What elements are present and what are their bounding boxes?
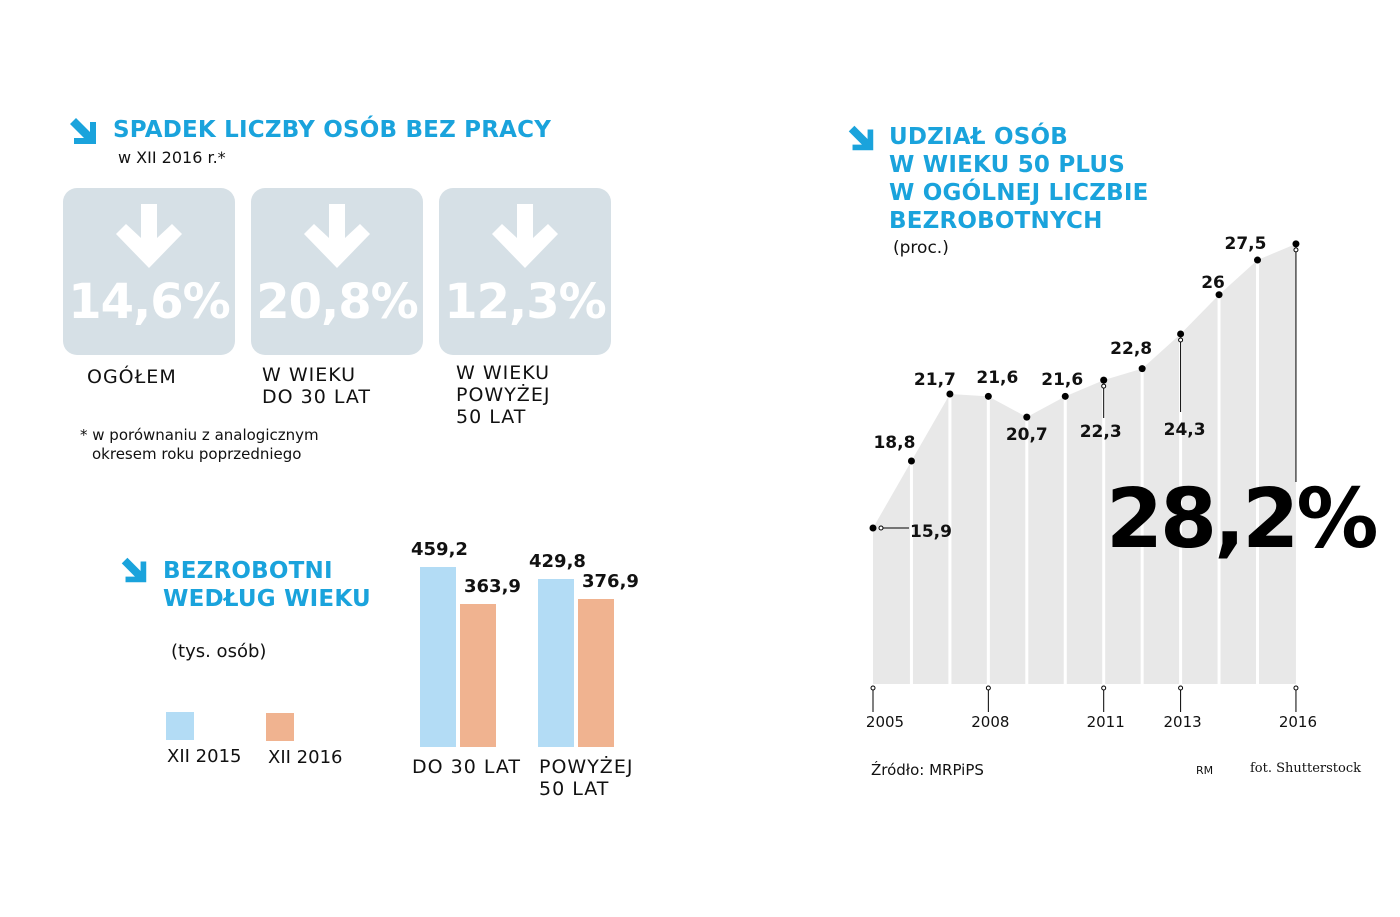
legend-label-2015: XII 2015 xyxy=(167,746,242,767)
data-point xyxy=(1254,256,1261,264)
bar-value-label: 429,8 xyxy=(529,550,586,572)
data-point xyxy=(1215,291,1223,299)
section3-title-line4: BEZROBOTNYCH xyxy=(889,208,1103,234)
initials-label: RM xyxy=(1196,764,1214,777)
data-point xyxy=(1292,240,1300,248)
blue-arrow-icon xyxy=(70,118,96,144)
photo-credit: fot. Shutterstock xyxy=(1250,761,1362,776)
data-point xyxy=(1100,376,1108,384)
year-tick-dot xyxy=(985,685,991,691)
stat-card-total: 14,6% xyxy=(63,188,235,355)
section2-unit: (tys. osób) xyxy=(171,641,267,662)
point-value-label: 18,8 xyxy=(873,433,916,453)
stat-card-under30: 20,8% xyxy=(251,188,423,355)
point-value-label: 21,7 xyxy=(913,370,956,390)
blue-arrow-icon xyxy=(121,557,147,583)
data-point xyxy=(869,524,877,532)
bar-over50-2016 xyxy=(578,599,614,747)
point-value-label: 27,5 xyxy=(1224,234,1267,254)
leader-dot xyxy=(878,525,884,531)
card-caption-under30: W WIEKU DO 30 LAT xyxy=(262,364,371,408)
bar-value-label: 459,2 xyxy=(411,539,468,560)
bar-group-label-under30: DO 30 LAT xyxy=(412,756,521,778)
data-point xyxy=(1023,413,1031,421)
stat-value: 20,8% xyxy=(256,274,419,330)
point-value-label: 21,6 xyxy=(1041,370,1084,390)
point-value-label: 26 xyxy=(1201,273,1225,293)
data-point xyxy=(907,457,915,465)
point-value-label: 22,8 xyxy=(1110,339,1153,359)
section1-title: SPADEK LICZBY OSÓB BEZ PRACY xyxy=(113,117,552,143)
footnote-line2: okresem roku poprzedniego xyxy=(92,445,302,463)
footnote-line1: * w porównaniu z analogicznym xyxy=(80,426,319,444)
bar-group-label-over50: POWYŻEJ 50 LAT xyxy=(539,756,634,800)
year-label: 2008 xyxy=(971,713,1010,731)
card-caption-total: OGÓŁEM xyxy=(87,366,177,388)
leader-dot xyxy=(1178,337,1184,343)
leader-dot xyxy=(1293,247,1299,253)
point-value-label: 21,6 xyxy=(976,368,1019,388)
source-label: Źródło: MRPiPS xyxy=(871,761,984,779)
big-value: 28,2% xyxy=(1106,472,1378,567)
bar-value-label: 363,9 xyxy=(464,576,521,598)
point-value-label: 20,7 xyxy=(1005,425,1048,445)
down-arrow-icon xyxy=(116,204,182,268)
year-tick-dot xyxy=(1101,685,1107,691)
year-label: 2016 xyxy=(1278,713,1318,731)
blue-arrow-icon xyxy=(848,125,874,151)
data-point xyxy=(1061,392,1069,400)
stat-value: 12,3% xyxy=(444,274,607,330)
bar-value-label: 376,9 xyxy=(582,571,639,593)
down-arrow-icon xyxy=(492,204,558,268)
down-arrow-icon xyxy=(304,204,370,268)
area-fill xyxy=(873,243,1296,684)
card-caption-over50: W WIEKU POWYŻEJ 50 LAT xyxy=(456,362,551,428)
year-tick-dot xyxy=(1178,685,1184,691)
legend-swatch-2015 xyxy=(166,712,194,740)
point-value-label: 22,3 xyxy=(1079,422,1122,442)
year-tick-dot xyxy=(870,685,876,691)
stat-value: 14,6% xyxy=(68,274,231,330)
section2-title-line2: WEDŁUG WIEKU xyxy=(163,586,371,612)
year-label: 2013 xyxy=(1163,713,1202,731)
section3-title-line1: UDZIAŁ OSÓB xyxy=(889,124,1068,150)
bar-under30-2015 xyxy=(420,567,456,747)
data-point xyxy=(984,392,992,400)
section1-subtitle: w XII 2016 r.* xyxy=(118,148,226,167)
stat-card-over50: 12,3% xyxy=(439,188,611,355)
year-label: 2011 xyxy=(1086,713,1125,731)
bar-over50-2015 xyxy=(538,578,574,747)
section3-title-line2: W WIEKU 50 PLUS xyxy=(889,152,1126,178)
data-point xyxy=(1177,330,1185,338)
year-tick-dot xyxy=(1293,685,1299,691)
section3-title-line3: W OGÓLNEJ LICZBIE xyxy=(889,180,1149,206)
point-value-label: 24,3 xyxy=(1163,420,1206,440)
bar-under30-2016 xyxy=(460,604,496,747)
point-value-label: 15,9 xyxy=(910,522,952,542)
legend-label-2016: XII 2016 xyxy=(268,747,343,768)
section3-unit: (proc.) xyxy=(893,238,949,258)
leader-dot xyxy=(1101,383,1107,389)
section2-title-line1: BEZROBOTNI xyxy=(163,558,333,584)
legend-swatch-2016 xyxy=(266,713,294,741)
data-point xyxy=(946,390,954,398)
data-point xyxy=(1138,365,1146,373)
year-label: 2005 xyxy=(865,713,905,731)
